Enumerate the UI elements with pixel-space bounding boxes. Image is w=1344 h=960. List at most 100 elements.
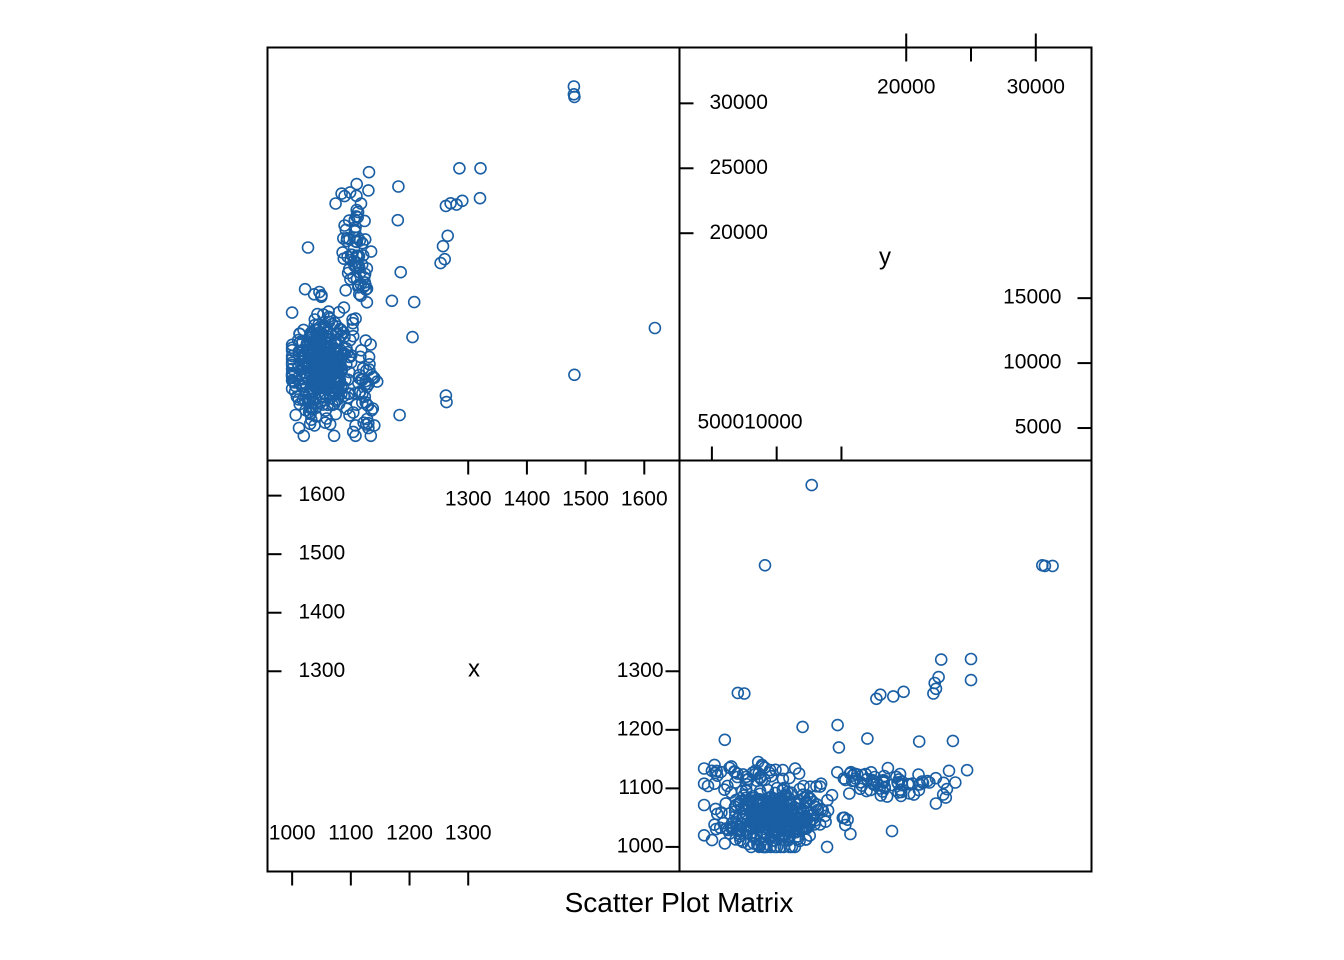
- scatter-point: [359, 418, 373, 431]
- scatter-point: [742, 801, 756, 814]
- scatter-point: [820, 840, 834, 854]
- scatter-point: [453, 162, 466, 175]
- x-tick-label: 1000: [269, 822, 316, 845]
- scatter-point: [385, 294, 399, 308]
- scatter-point: [721, 823, 735, 837]
- scatter-point: [776, 763, 790, 777]
- scatter-point: [298, 282, 312, 296]
- scatter-point: [848, 774, 861, 788]
- scatter-point: [923, 776, 936, 789]
- scatter-point: [769, 763, 782, 777]
- scatter-point: [713, 821, 727, 835]
- scatter-point: [782, 820, 796, 834]
- scatter-point: [796, 720, 809, 734]
- scatter-point: [315, 331, 328, 345]
- scatter-point: [783, 840, 796, 854]
- scatter-point: [350, 203, 364, 217]
- panel-top-left-points: [285, 80, 662, 443]
- y-tick-label: 25000: [710, 156, 768, 179]
- scatter-point: [861, 732, 874, 745]
- scatter-point: [803, 780, 817, 794]
- scatter-point: [719, 822, 733, 835]
- scatter-point: [885, 824, 899, 838]
- scatter-point: [364, 245, 378, 258]
- scatter-point: [816, 804, 830, 817]
- scatter-point: [347, 254, 361, 268]
- scatter-point: [916, 776, 930, 790]
- scatter-point: [436, 239, 450, 253]
- scatter-point: [337, 389, 351, 403]
- scatter-point: [760, 840, 773, 854]
- scatter-point: [296, 358, 310, 372]
- scatter-point: [322, 310, 336, 324]
- scatter-point: [793, 834, 806, 848]
- scatter-point: [897, 685, 910, 699]
- panel-frames: [266, 46, 1093, 873]
- scatter-point: [305, 344, 319, 358]
- scatter-point: [728, 765, 741, 778]
- scatter-point: [832, 741, 846, 754]
- scatter-point: [731, 767, 744, 780]
- scatter-point: [831, 718, 844, 732]
- scatter-point: [780, 797, 794, 811]
- scatter-point: [870, 692, 883, 706]
- scatter-point: [349, 429, 362, 443]
- scatter-point: [343, 409, 356, 422]
- scatter-point: [770, 826, 784, 840]
- scatter-point: [763, 798, 777, 812]
- scatter-point: [709, 802, 722, 816]
- scatter-point: [325, 339, 339, 353]
- x-tick-label: 1300: [445, 488, 492, 511]
- chart-title: Scatter Plot Matrix: [565, 887, 794, 918]
- scatter-point: [285, 352, 299, 366]
- scatter-point: [362, 350, 376, 364]
- scatter-point: [352, 287, 366, 301]
- scatter-point: [805, 478, 819, 492]
- scatter-point: [929, 797, 943, 810]
- scatter-point: [455, 194, 469, 208]
- scatter-point: [357, 280, 370, 294]
- scatter-point: [286, 374, 300, 388]
- scatter-point: [873, 688, 887, 702]
- scatter-point: [842, 787, 856, 800]
- scatter-point: [758, 773, 772, 787]
- scatter-point: [755, 758, 769, 772]
- scatter-point: [797, 779, 810, 793]
- y-tick-label: 10000: [1003, 351, 1061, 374]
- scatter-point: [942, 764, 956, 778]
- scatter-point: [306, 353, 320, 367]
- scatter-point: [339, 283, 353, 297]
- scatter-point: [710, 769, 724, 783]
- scatter-point: [364, 429, 378, 443]
- scatter-point: [357, 416, 370, 430]
- scatter-point: [348, 231, 361, 244]
- scatter-point: [948, 776, 962, 789]
- scatter-point: [903, 777, 916, 791]
- scatter-point: [1036, 558, 1049, 572]
- scatter-point: [304, 335, 318, 349]
- scatter-point: [285, 366, 299, 380]
- scatter-point: [774, 840, 787, 854]
- scatter-point: [784, 786, 798, 800]
- scatter-point: [762, 766, 776, 780]
- scatter-point: [340, 342, 353, 355]
- scatter-point: [291, 333, 305, 347]
- scatter-point: [934, 653, 948, 666]
- y-tick-label: 30000: [1007, 76, 1065, 99]
- scatter-point: [752, 839, 765, 853]
- x-tick-label: 1500: [562, 488, 609, 511]
- panel-bottom-right-points: [697, 478, 1059, 854]
- scatter-point: [755, 817, 769, 831]
- scatter-point: [867, 778, 881, 792]
- scatter-point: [763, 803, 777, 817]
- scatter-point: [723, 807, 736, 820]
- scatter-point: [342, 350, 356, 364]
- scatter-point: [441, 229, 455, 243]
- scatter-point: [737, 687, 751, 700]
- scatter-point: [333, 375, 347, 389]
- scatter-point: [393, 408, 406, 422]
- scatter-point: [339, 223, 353, 237]
- diagonal-panel-x: x 1300 1400 1500 1600 1000 1100 1200 1300 1300 140…: [267, 460, 680, 857]
- scatter-point: [937, 776, 950, 790]
- scatter-point: [327, 429, 341, 443]
